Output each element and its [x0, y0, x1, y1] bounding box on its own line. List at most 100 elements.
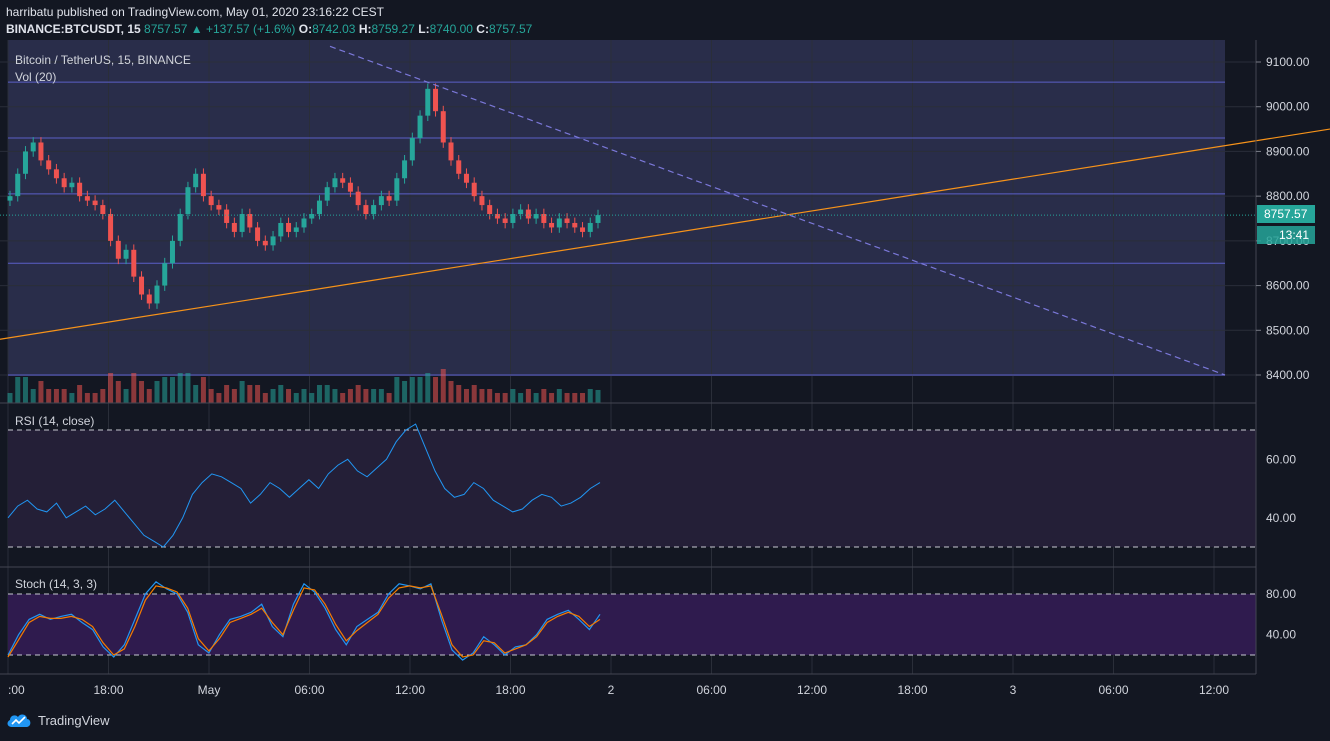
price-tick-label: 8800.00: [1266, 189, 1310, 203]
stoch-tick-label: 80.00: [1266, 587, 1296, 601]
candle-body: [463, 173, 469, 183]
support-trendline[interactable]: [0, 128, 1330, 340]
stoch-title: Stoch (14, 3, 3): [15, 577, 98, 591]
candle-body: [525, 209, 531, 219]
candle-body: [456, 160, 462, 174]
candle-body: [378, 196, 384, 206]
volume-bar: [347, 389, 353, 403]
rsi-tick-label: 40.00: [1266, 511, 1296, 525]
candle-body: [185, 187, 191, 215]
time-tick-label: 06:00: [1098, 683, 1128, 697]
open-value: 8742.03: [312, 22, 356, 36]
volume-bar: [100, 389, 106, 403]
volume-bar: [487, 389, 493, 403]
volume-bar: [371, 389, 377, 403]
publisher-line: harribatu published on TradingView.com, …: [6, 5, 385, 19]
time-tick-label: 18:00: [93, 683, 123, 697]
close-value: 8757.57: [488, 22, 533, 36]
candle-body: [193, 173, 199, 188]
time-tick-label: 12:00: [797, 683, 827, 697]
chart-canvas[interactable]: 9100.009000.008900.008800.008700.008600.…: [0, 40, 1330, 705]
time-tick-label: :00: [8, 683, 25, 697]
time-axis[interactable]: :00 18:00 May 06:00 12:00 18:00 2 06:00 12:00 18:…: [8, 683, 1229, 697]
candle-body: [409, 138, 415, 161]
volume-bar: [208, 389, 214, 403]
volume-bar: [131, 373, 137, 403]
candle-body: [123, 249, 129, 259]
time-tick-label: 06:00: [696, 683, 726, 697]
volume-bar: [239, 381, 245, 403]
volume-bar: [549, 393, 555, 403]
candle-body: [549, 222, 555, 228]
candle-body: [471, 182, 477, 197]
rsi-line: [7, 423, 601, 548]
candle-body: [108, 214, 114, 241]
low-value: 8740.00: [429, 22, 473, 36]
candle-body: [394, 178, 400, 201]
candle-body: [433, 88, 439, 112]
open-label: O:: [298, 22, 313, 36]
time-tick-label: 12:00: [1199, 683, 1229, 697]
candle-body: [53, 169, 59, 179]
stoch-k-line: [7, 581, 601, 661]
candle-body: [510, 214, 516, 223]
candle-body: [15, 173, 21, 197]
candle-body: [92, 200, 98, 206]
price-tick-label: 9000.00: [1266, 100, 1310, 114]
volume-bar: [69, 393, 75, 403]
volume-bar: [518, 393, 524, 403]
price-tick-label: 9100.00: [1266, 55, 1310, 69]
candle-body: [208, 196, 214, 206]
volume-bar: [53, 389, 59, 403]
grid: [0, 40, 1256, 674]
candle-body: [77, 182, 83, 197]
tradingview-logo[interactable]: TradingView: [6, 712, 110, 728]
volume-bar: [332, 389, 338, 403]
candle-body: [154, 285, 160, 304]
volume-bars: [7, 369, 601, 403]
volume-bar: [409, 377, 415, 403]
candle-body: [100, 205, 106, 215]
candle-body: [22, 151, 28, 174]
price-axis[interactable]: 9100.009000.008900.008800.008700.008600.…: [1256, 55, 1310, 642]
volume-bar: [177, 373, 183, 403]
candle-body: [115, 240, 121, 259]
candle-body: [324, 187, 330, 201]
resistance-trendline[interactable]: [329, 45, 1226, 376]
stoch-band: [8, 594, 1256, 655]
candle-body: [309, 214, 315, 219]
volume-title: Vol (20): [15, 70, 57, 84]
volume-bar: [502, 393, 508, 403]
candle-body: [61, 178, 67, 188]
candle-body: [69, 182, 75, 188]
stoch-d-line: [7, 585, 601, 658]
candle-body: [347, 182, 353, 192]
candle-body: [30, 142, 36, 152]
volume-bar: [77, 385, 83, 403]
volume-bar: [402, 381, 408, 403]
volume-bar: [255, 385, 261, 403]
candle-body: [38, 142, 44, 161]
volume-bar: [231, 389, 237, 403]
volume-bar: [378, 389, 384, 403]
cloud-logo-icon: [7, 714, 31, 727]
candle-body: [146, 294, 152, 304]
volume-bar: [355, 385, 361, 403]
volume-bar: [324, 385, 330, 403]
volume-bar: [38, 381, 44, 403]
volume-bar: [448, 381, 454, 403]
candle-body: [417, 115, 423, 139]
volume-bar: [564, 393, 570, 403]
rsi-tick-label: 60.00: [1266, 452, 1296, 466]
volume-bar: [193, 385, 199, 403]
change-up-icon: ▲: [190, 22, 203, 36]
candle-body: [363, 205, 369, 215]
candle-body: [448, 142, 454, 161]
candle-body: [587, 222, 593, 232]
volume-bar: [386, 393, 392, 403]
volume-bar: [7, 393, 13, 403]
candle-body: [556, 218, 562, 228]
volume-bar: [61, 389, 67, 403]
candle-body: [332, 178, 338, 188]
volume-bar: [286, 389, 292, 403]
